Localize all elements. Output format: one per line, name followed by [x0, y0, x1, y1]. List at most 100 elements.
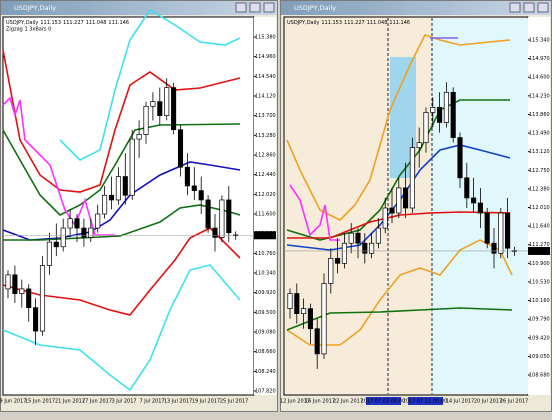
date-label: 2017.07.03 00:00 — [361, 399, 406, 405]
candle-body — [484, 212, 490, 244]
candle-body — [348, 232, 354, 244]
candle-body — [143, 105, 149, 135]
candle-body — [198, 190, 204, 201]
candle-body — [307, 308, 313, 330]
price-label: 111.640 — [529, 224, 550, 230]
header-value: 111.153 — [321, 20, 342, 26]
candle-body — [33, 307, 39, 332]
header-value: 111.153 — [40, 20, 61, 26]
candle-body — [19, 288, 25, 294]
header-value: USDJPY,Daily — [287, 20, 319, 26]
title-bar[interactable] — [281, 1, 551, 15]
header-value: 111.227 — [344, 20, 365, 26]
candle-body — [74, 218, 80, 229]
candle-body — [314, 328, 320, 355]
window-title: USDJPY,Daily — [294, 4, 336, 12]
header-value: 111.227 — [63, 20, 84, 26]
maximize-button[interactable] — [249, 2, 261, 13]
date-label: 2017.07.11 00:00 — [403, 399, 448, 405]
price-label: 110.900 — [529, 261, 550, 267]
candle-body — [212, 227, 218, 238]
candle-body — [129, 138, 135, 196]
candle-body — [171, 87, 177, 131]
candle-body — [102, 194, 108, 215]
candle-body — [177, 129, 184, 168]
price-label: 114.540 — [255, 74, 276, 80]
price-label: 112.440 — [255, 172, 276, 178]
window-title: USDJPY,Daily — [14, 4, 56, 12]
minimize-button[interactable] — [235, 2, 247, 13]
price-label: 107.820 — [255, 389, 276, 395]
price-label: 109.500 — [255, 310, 276, 316]
price-label: 112.380 — [529, 186, 550, 192]
candle-body — [95, 213, 101, 229]
candle-body — [443, 91, 449, 123]
price-label: 114.230 — [529, 93, 550, 99]
candle-body — [26, 288, 32, 309]
candle-body — [184, 166, 190, 187]
price-label: 113.280 — [255, 133, 276, 139]
candle-body — [53, 241, 59, 248]
candle-body — [328, 257, 334, 284]
candle-body — [396, 187, 402, 214]
price-label: 108.680 — [529, 373, 550, 379]
candle-body — [46, 241, 52, 266]
candle-body — [294, 293, 300, 314]
chart-header: USDJPY,Daily 111.153 111.227 111.048 111.146 — [6, 20, 129, 26]
candle-body — [191, 185, 197, 191]
price-label: 114.960 — [255, 54, 276, 60]
price-label: 110.340 — [255, 271, 276, 277]
date-label: 27 Jun 2017 — [82, 399, 112, 405]
close-button[interactable] — [263, 2, 275, 13]
date-label: 9 Jun 2017 — [0, 399, 26, 405]
candle-body — [450, 91, 456, 138]
date-label: 16 Jun 2017 — [305, 399, 335, 405]
candle-body — [471, 197, 477, 204]
candle-body — [375, 227, 381, 244]
price-tag-label: 111.146 — [255, 233, 276, 239]
candle-body — [355, 232, 361, 244]
header-value: 111.048 — [367, 20, 388, 26]
candle-body — [12, 274, 18, 294]
close-button[interactable] — [537, 2, 549, 13]
candle-body — [301, 308, 307, 314]
minimize-button[interactable] — [509, 2, 521, 13]
price-label: 109.050 — [529, 354, 550, 360]
date-label: 14 Jul 2017 — [446, 399, 474, 405]
candle-body — [341, 242, 347, 264]
price-label: 108.240 — [255, 369, 276, 375]
candle-body — [335, 257, 341, 264]
price-label: 110.530 — [529, 279, 550, 285]
chart-header: USDJPY,Daily 111.153 111.227 111.048 111.146 — [287, 20, 410, 26]
date-label: 20 Jul 2017 — [474, 399, 502, 405]
price-label: 108.660 — [255, 349, 276, 355]
maximize-button[interactable] — [523, 2, 535, 13]
candle-body — [205, 199, 211, 229]
candle-body — [491, 242, 497, 254]
candle-body — [505, 212, 511, 249]
candle-body — [362, 242, 368, 254]
price-label: 114.600 — [529, 75, 550, 81]
date-highlight — [408, 397, 443, 405]
candle-body — [157, 101, 163, 117]
candle-body — [60, 227, 66, 248]
candle-body — [389, 207, 395, 214]
date-label: 25 Jul 2017 — [220, 399, 248, 405]
candle-body — [5, 274, 11, 290]
date-highlight — [366, 397, 401, 405]
date-label: 22 Jun 2017 — [333, 399, 363, 405]
title-bar[interactable] — [1, 1, 277, 15]
candle-body — [464, 177, 470, 199]
price-label: 113.700 — [255, 113, 276, 119]
candle-body — [403, 187, 409, 209]
price-label: 112.750 — [529, 168, 550, 174]
candle-body — [150, 101, 156, 107]
price-tag — [254, 231, 276, 240]
candle-body — [81, 227, 87, 238]
header-value: USDJPY,Daily — [6, 20, 38, 26]
price-label: 115.380 — [255, 35, 276, 41]
candle-body — [88, 227, 94, 238]
indicator-label: Zigzag 1 3xBars 0 — [6, 27, 51, 33]
price-label: 109.080 — [255, 330, 276, 336]
